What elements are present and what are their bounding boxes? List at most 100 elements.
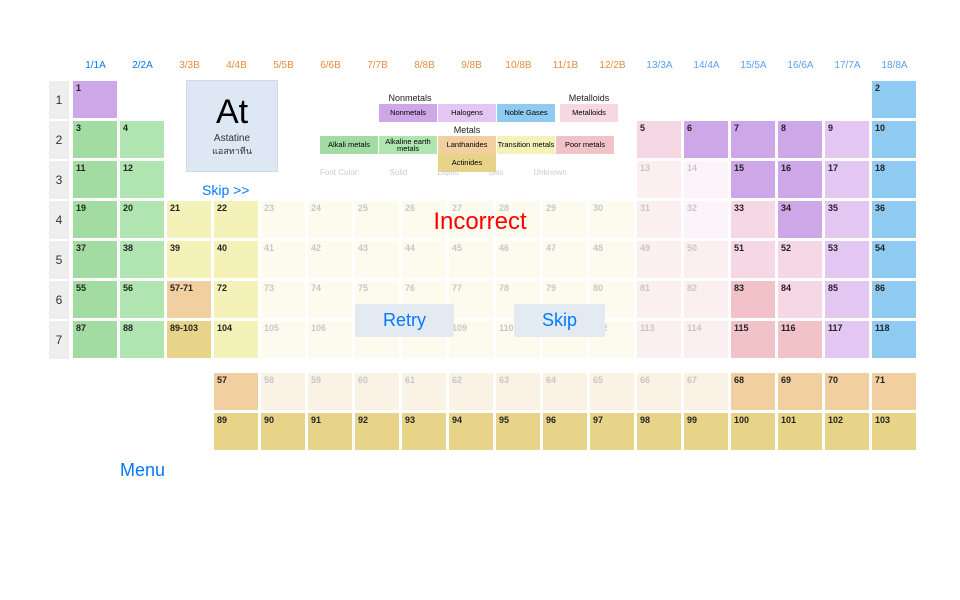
element-cell[interactable]: 117 [824, 320, 870, 359]
element-cell[interactable]: 59 [307, 372, 353, 411]
element-cell[interactable]: 39 [166, 240, 212, 279]
element-cell[interactable]: 13 [636, 160, 682, 199]
element-cell[interactable]: 20 [119, 200, 165, 239]
element-cell[interactable]: 14 [683, 160, 729, 199]
element-cell[interactable]: 88 [119, 320, 165, 359]
element-cell[interactable]: 8 [777, 120, 823, 159]
element-cell[interactable]: 104 [213, 320, 259, 359]
skip-prompt-link[interactable]: Skip >> [202, 182, 249, 198]
element-cell[interactable]: 63 [495, 372, 541, 411]
element-cell[interactable]: 21 [166, 200, 212, 239]
element-cell[interactable]: 71 [871, 372, 917, 411]
col-header: 15/5A [730, 60, 777, 71]
element-cell[interactable]: 6 [683, 120, 729, 159]
element-cell[interactable]: 95 [495, 412, 541, 451]
element-cell[interactable]: 70 [824, 372, 870, 411]
element-cell[interactable]: 56 [119, 280, 165, 319]
element-cell[interactable]: 69 [777, 372, 823, 411]
element-cell[interactable]: 100 [730, 412, 776, 451]
prompt-name-thai: แอสทาทีน [212, 144, 252, 158]
element-cell[interactable]: 10 [871, 120, 917, 159]
element-cell[interactable]: 36 [871, 200, 917, 239]
element-cell[interactable]: 116 [777, 320, 823, 359]
element-cell[interactable]: 68 [730, 372, 776, 411]
element-cell[interactable]: 86 [871, 280, 917, 319]
element-cell[interactable]: 90 [260, 412, 306, 451]
element-cell[interactable]: 50 [683, 240, 729, 279]
element-cell[interactable]: 82 [683, 280, 729, 319]
retry-button[interactable]: Retry [355, 304, 454, 337]
legend-item: Lanthanides [438, 136, 496, 154]
element-cell[interactable]: 22 [213, 200, 259, 239]
element-cell[interactable]: 55 [72, 280, 118, 319]
element-cell[interactable]: 40 [213, 240, 259, 279]
element-cell[interactable]: 58 [260, 372, 306, 411]
element-cell[interactable]: 72 [213, 280, 259, 319]
element-cell[interactable]: 101 [777, 412, 823, 451]
element-cell[interactable]: 35 [824, 200, 870, 239]
element-cell[interactable]: 62 [448, 372, 494, 411]
element-cell[interactable]: 91 [307, 412, 353, 451]
col-header: 11/1B [542, 60, 589, 71]
col-header: 12/2B [589, 60, 636, 71]
element-cell[interactable]: 32 [683, 200, 729, 239]
element-cell[interactable]: 9 [824, 120, 870, 159]
element-cell[interactable]: 114 [683, 320, 729, 359]
element-cell[interactable]: 99 [683, 412, 729, 451]
skip-button[interactable]: Skip [514, 304, 605, 337]
element-cell[interactable]: 34 [777, 200, 823, 239]
element-cell[interactable]: 89-103 [166, 320, 212, 359]
element-cell[interactable]: 57-71 [166, 280, 212, 319]
legend-item: Alkaline earth metals [379, 136, 437, 154]
element-cell[interactable]: 1 [72, 80, 118, 119]
row-header: 3 [48, 160, 70, 200]
element-cell[interactable]: 84 [777, 280, 823, 319]
element-cell[interactable]: 54 [871, 240, 917, 279]
element-cell[interactable]: 2 [871, 80, 917, 119]
element-cell[interactable]: 61 [401, 372, 447, 411]
row-header: 4 [48, 200, 70, 240]
element-cell[interactable]: 4 [119, 120, 165, 159]
element-cell[interactable]: 65 [589, 372, 635, 411]
element-cell[interactable]: 118 [871, 320, 917, 359]
element-cell[interactable]: 12 [119, 160, 165, 199]
element-cell[interactable]: 66 [636, 372, 682, 411]
row-header: 1 [48, 80, 70, 120]
element-cell[interactable]: 17 [824, 160, 870, 199]
element-cell[interactable]: 89 [213, 412, 259, 451]
element-cell[interactable]: 92 [354, 412, 400, 451]
element-cell[interactable]: 87 [72, 320, 118, 359]
element-cell[interactable]: 102 [824, 412, 870, 451]
element-cell[interactable]: 53 [824, 240, 870, 279]
element-cell[interactable]: 103 [871, 412, 917, 451]
element-cell[interactable]: 38 [119, 240, 165, 279]
element-cell[interactable]: 5 [636, 120, 682, 159]
element-cell[interactable]: 67 [683, 372, 729, 411]
element-cell[interactable]: 85 [824, 280, 870, 319]
element-cell[interactable]: 19 [72, 200, 118, 239]
element-cell[interactable]: 11 [72, 160, 118, 199]
element-cell[interactable]: 51 [730, 240, 776, 279]
element-cell[interactable]: 7 [730, 120, 776, 159]
font-color-legend: Font Color:SolidLiquidGasUnknown [320, 168, 567, 177]
element-cell[interactable]: 15 [730, 160, 776, 199]
element-cell[interactable]: 94 [448, 412, 494, 451]
element-cell[interactable]: 64 [542, 372, 588, 411]
element-cell[interactable]: 52 [777, 240, 823, 279]
element-cell[interactable]: 83 [730, 280, 776, 319]
element-cell[interactable]: 60 [354, 372, 400, 411]
element-cell[interactable]: 16 [777, 160, 823, 199]
element-cell[interactable]: 96 [542, 412, 588, 451]
element-cell[interactable]: 33 [730, 200, 776, 239]
element-cell[interactable]: 57 [213, 372, 259, 411]
element-cell[interactable]: 93 [401, 412, 447, 451]
col-header: 16/6A [777, 60, 824, 71]
col-header: 14/4A [683, 60, 730, 71]
element-cell[interactable]: 3 [72, 120, 118, 159]
element-cell[interactable]: 98 [636, 412, 682, 451]
menu-button[interactable]: Menu [120, 460, 165, 481]
element-cell[interactable]: 115 [730, 320, 776, 359]
element-cell[interactable]: 97 [589, 412, 635, 451]
element-cell[interactable]: 18 [871, 160, 917, 199]
element-cell[interactable]: 37 [72, 240, 118, 279]
